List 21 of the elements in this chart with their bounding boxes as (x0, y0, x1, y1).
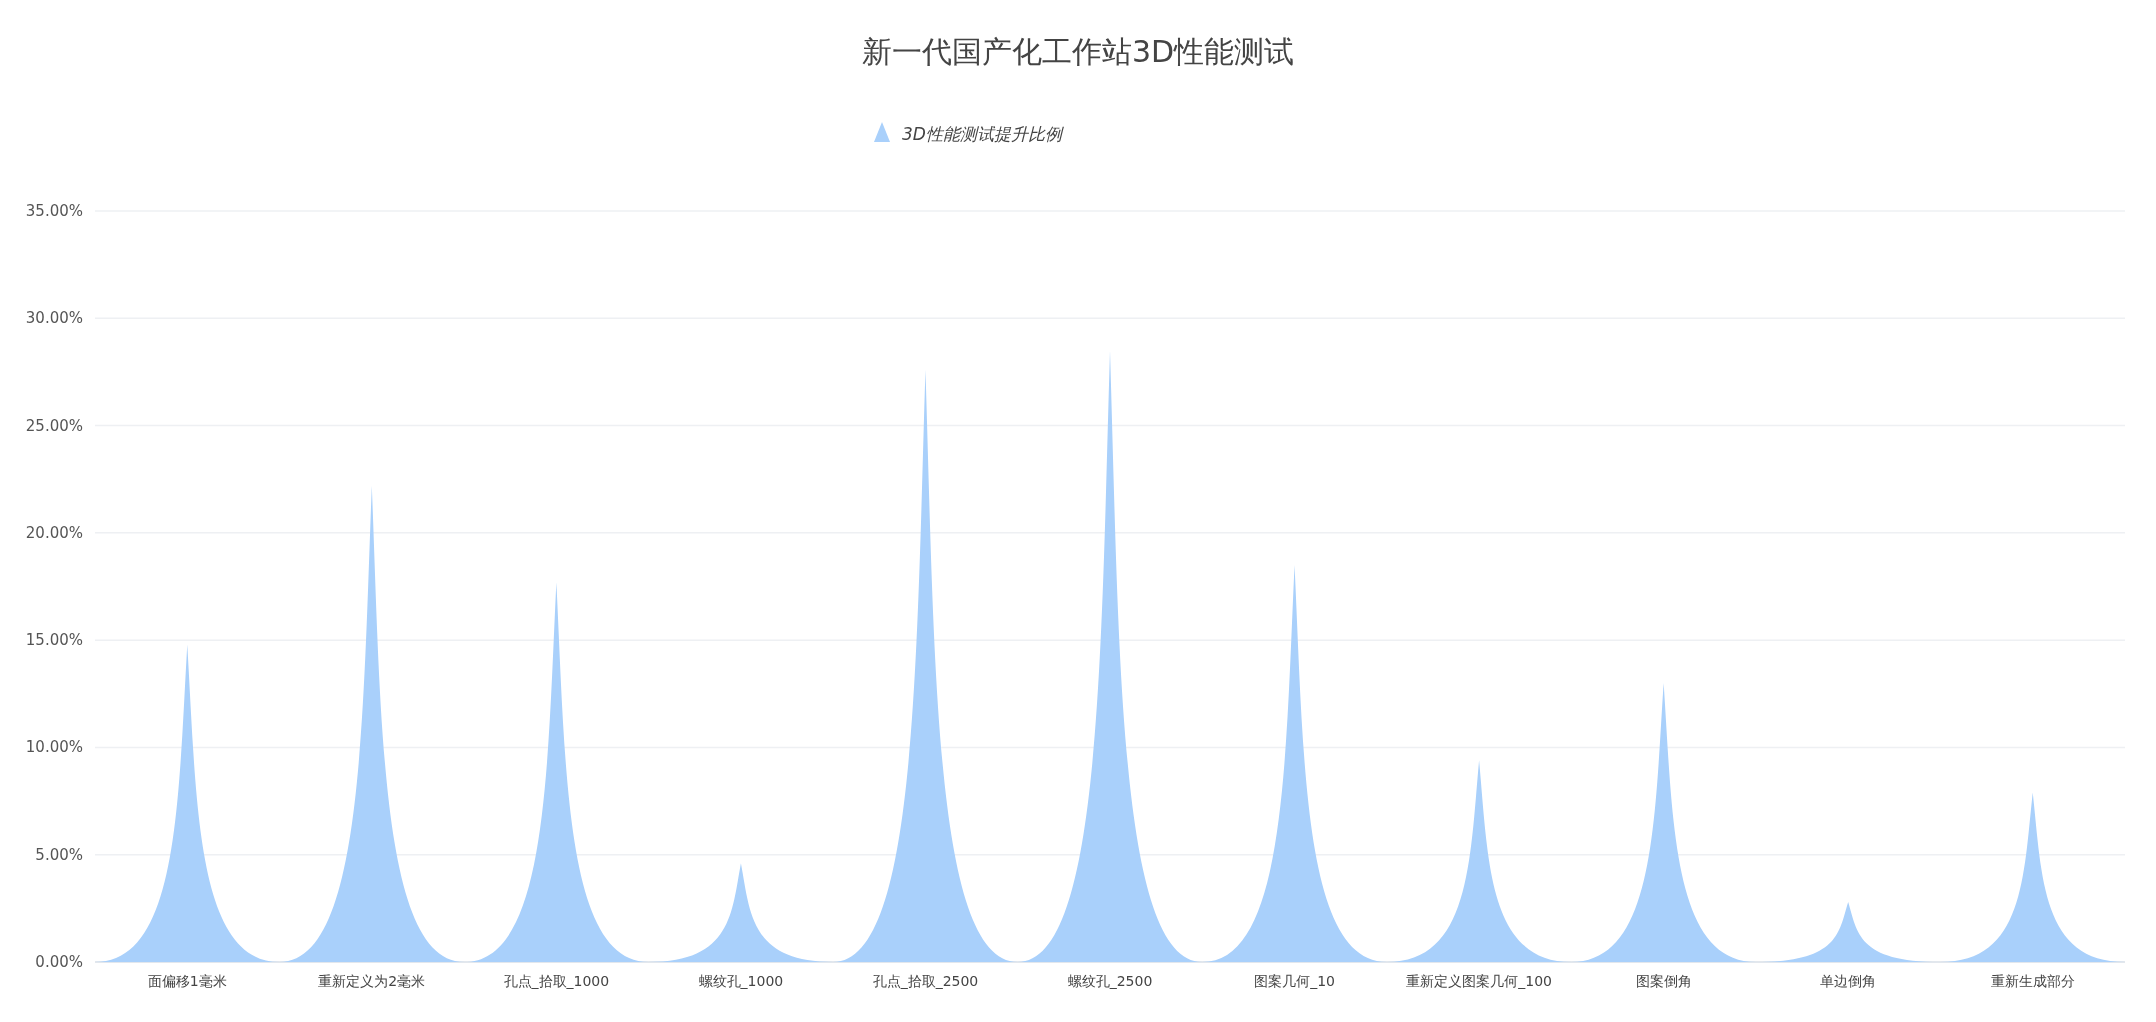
y-tick-label: 30.00% (25, 309, 83, 328)
y-tick-label: 0.00% (35, 953, 83, 971)
y-tick-label: 20.00% (25, 523, 83, 542)
chart-title: 新一代国产化工作站3D性能测试 (861, 34, 1295, 69)
y-tick-label: 35.00% (25, 202, 83, 220)
x-tick-label: 图案倒角 (1635, 973, 1692, 989)
x-tick-label: 孔点_拾取_2500 (872, 973, 979, 989)
x-tick-label: 重新生成部分 (1990, 973, 2075, 989)
x-tick-label: 重新定义图案几何_100 (1406, 973, 1552, 989)
y-tick-label: 25.00% (25, 416, 83, 435)
x-tick-label: 孔点_拾取_1000 (503, 973, 610, 989)
y-tick-label: 5.00% (35, 845, 83, 864)
legend-label: 3D性能测试提升比例 (902, 124, 1064, 144)
y-tick-label: 15.00% (25, 631, 83, 650)
x-tick-label: 螺纹孔_1000 (698, 973, 784, 989)
x-tick-label: 重新定义为2毫米 (318, 973, 426, 989)
x-tick-label: 面偏移1毫米 (147, 973, 227, 989)
x-tick-label: 螺纹孔_2500 (1067, 973, 1153, 989)
x-tick-label: 单边倒角 (1820, 973, 1877, 989)
y-tick-label: 10.00% (25, 738, 83, 757)
x-tick-label: 图案几何_10 (1254, 973, 1335, 989)
